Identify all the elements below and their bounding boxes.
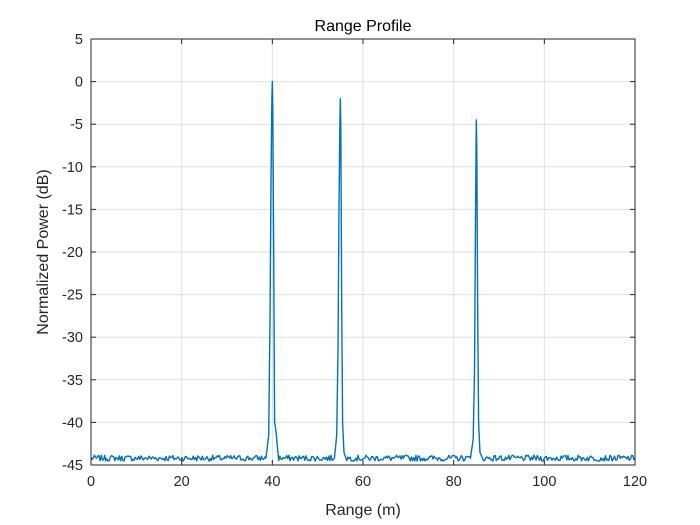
y-tick-label: 5 <box>75 32 83 48</box>
tick-marks <box>90 38 636 466</box>
grid-lines <box>91 39 635 465</box>
x-tick-label: 80 <box>446 474 462 490</box>
x-tick-label: 0 <box>87 474 95 490</box>
x-tick-label: 120 <box>623 474 647 490</box>
x-tick-label: 20 <box>174 474 190 490</box>
y-tick-label: -10 <box>62 160 83 176</box>
y-tick-label: -5 <box>70 117 83 133</box>
x-tick-label: 40 <box>264 474 280 490</box>
y-tick-label: -40 <box>62 415 83 431</box>
x-tick-label: 100 <box>532 474 556 490</box>
y-tick-label: -35 <box>62 373 83 389</box>
y-tick-label: -25 <box>62 288 83 304</box>
chart-title: Range Profile <box>315 18 412 35</box>
tick-labels: 0 20 40 60 80 100 120 5 0 -5 -10 -15 -20 -25 -30 -35 -40… <box>62 32 647 490</box>
series-layer <box>90 80 636 462</box>
y-tick-label: -20 <box>62 245 83 261</box>
y-axis-label: Normalized Power (dB) <box>35 169 52 334</box>
y-tick-label: -15 <box>62 202 83 218</box>
y-tick-label: -30 <box>62 330 83 346</box>
x-axis-label: Range (m) <box>325 502 401 519</box>
y-tick-label: -45 <box>62 458 83 474</box>
series-line <box>90 80 636 462</box>
x-tick-label: 60 <box>355 474 371 490</box>
y-tick-label: 0 <box>75 75 83 91</box>
